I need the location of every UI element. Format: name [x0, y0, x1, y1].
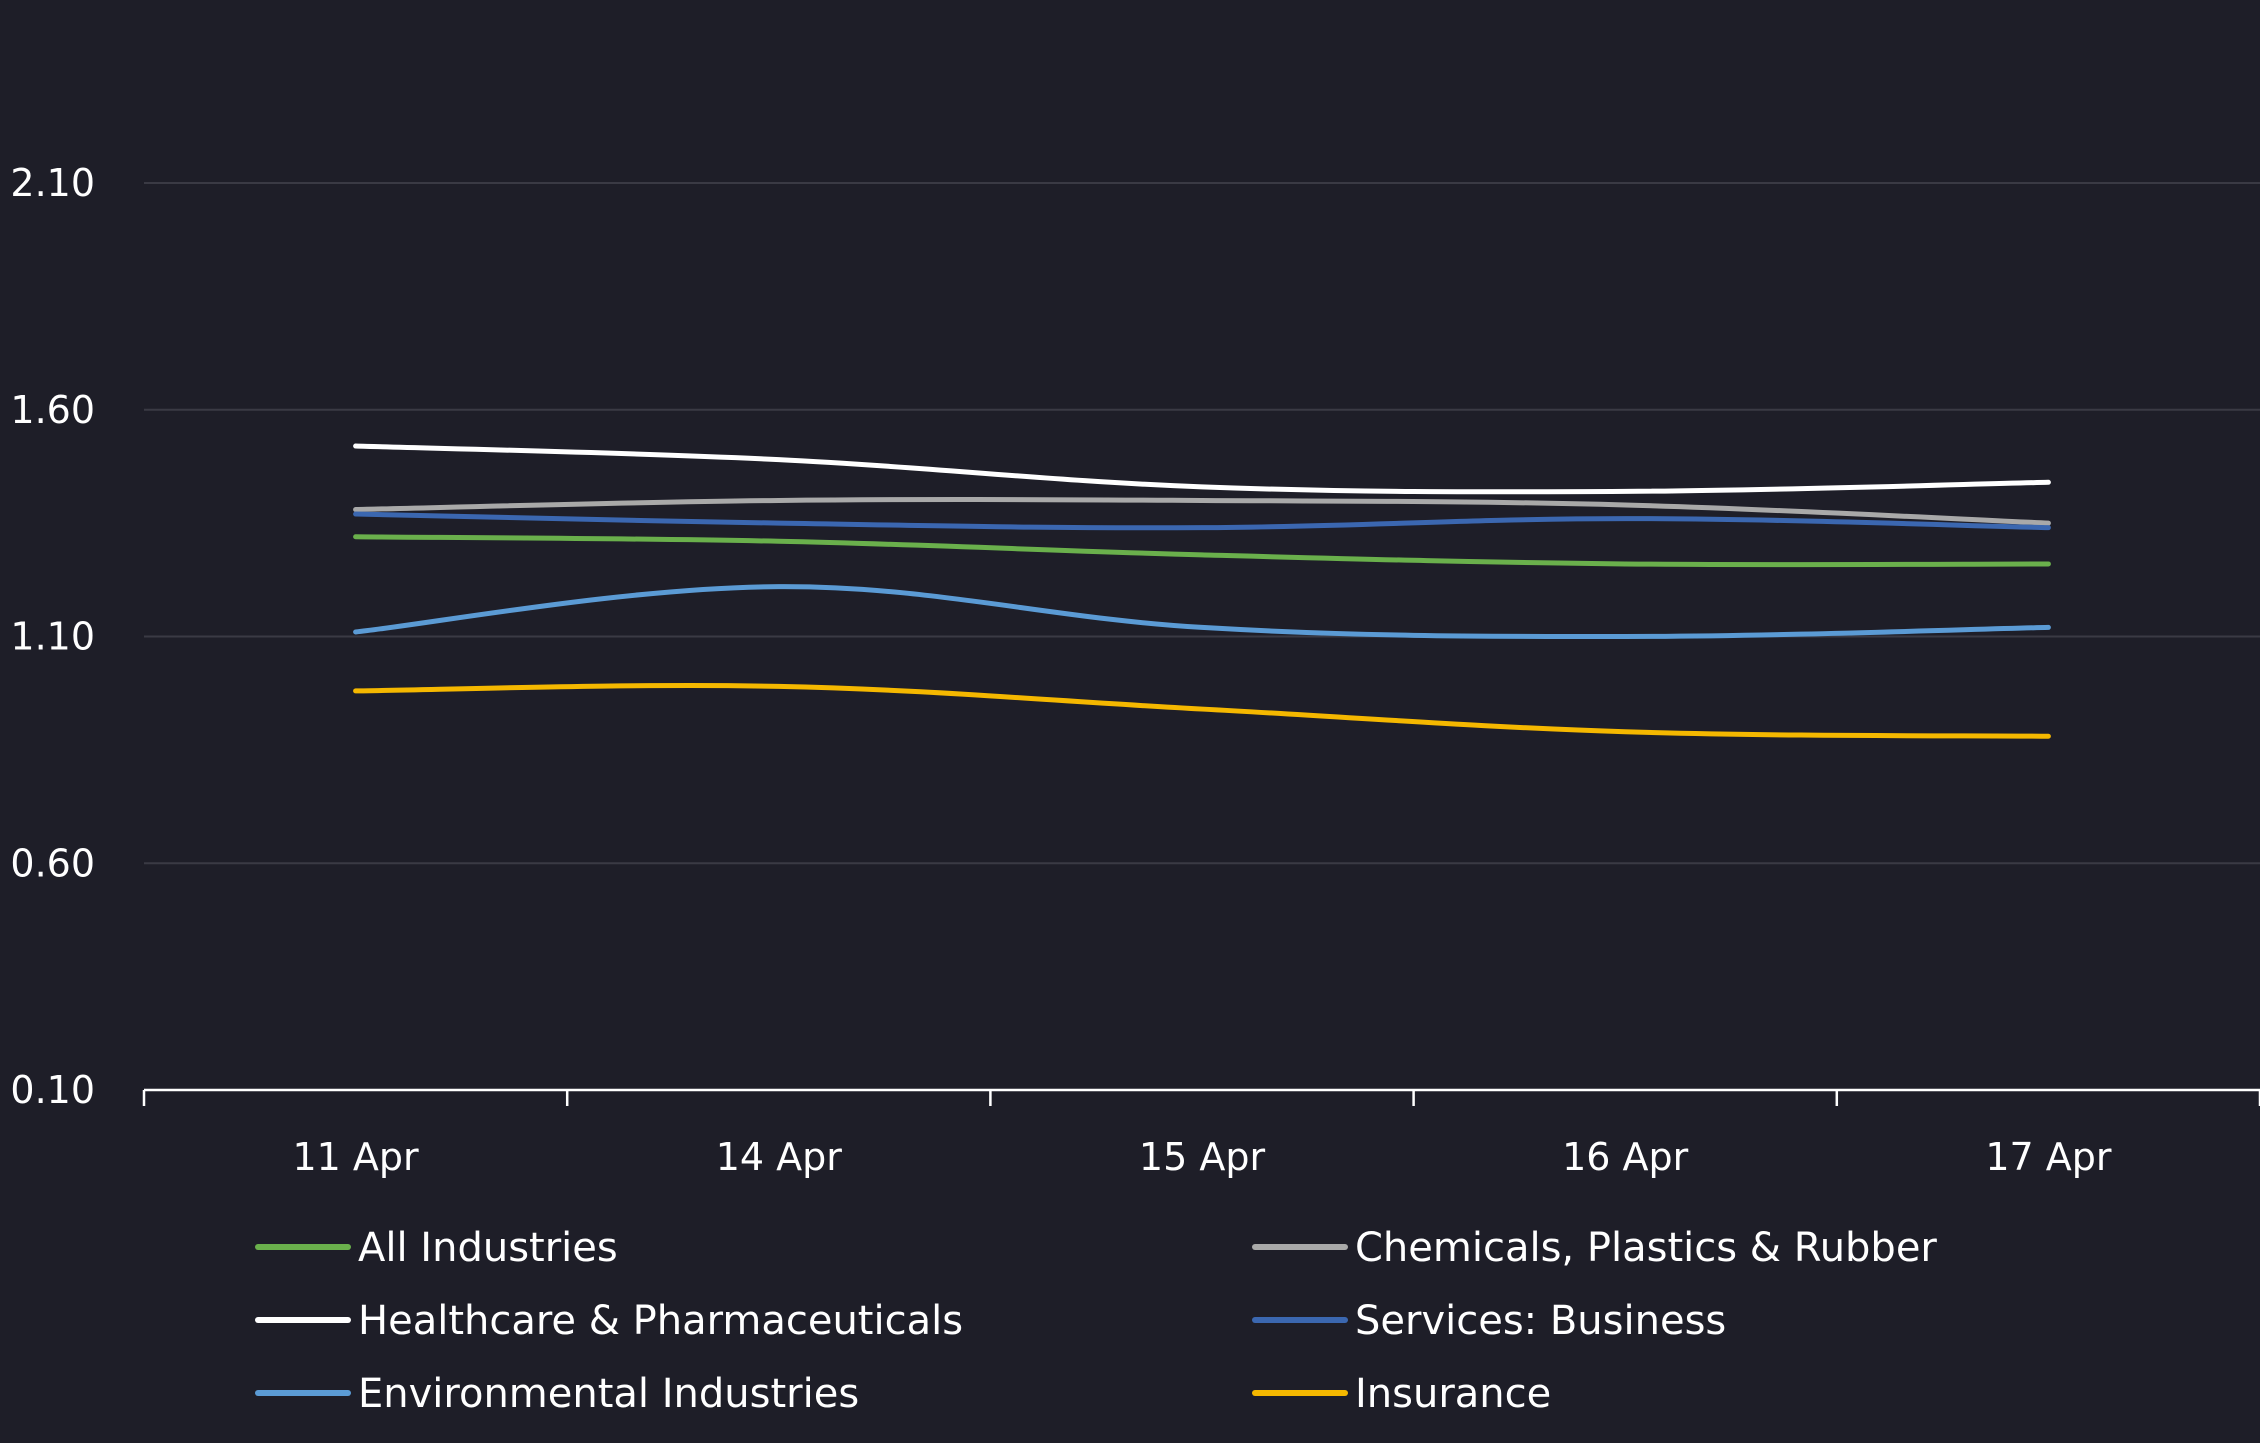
- x-tick-label: 15 Apr: [1139, 1135, 1266, 1179]
- series-line-all-industries: [353, 534, 2051, 568]
- y-axis: 0.10 0.60 1.10 1.60 2.10: [10, 161, 95, 1112]
- legend-item-all-industries[interactable]: All Industries: [255, 1225, 618, 1271]
- y-tick-label: 0.10: [10, 1068, 95, 1112]
- legend: All Industries Chemicals, Plastics & Rubb…: [255, 1225, 1937, 1417]
- y-tick-label: 0.60: [10, 841, 95, 885]
- x-tick-label: 16 Apr: [1562, 1135, 1689, 1179]
- x-tick-label: 17 Apr: [1985, 1135, 2112, 1179]
- legend-item-services-business[interactable]: Services: Business: [1252, 1298, 1726, 1344]
- series-line-insurance: [353, 683, 2051, 739]
- x-tick-label: 14 Apr: [716, 1135, 843, 1179]
- legend-label: Chemicals, Plastics & Rubber: [1355, 1225, 1937, 1271]
- legend-item-insurance[interactable]: Insurance: [1252, 1371, 1551, 1417]
- legend-label: Services: Business: [1355, 1298, 1726, 1344]
- y-tick-label: 2.10: [10, 161, 95, 205]
- series-lines: [353, 443, 2051, 739]
- series-line-chemicals-plastics-rubber: [353, 497, 2051, 526]
- y-tick-label: 1.10: [10, 615, 95, 659]
- y-tick-label: 1.60: [10, 388, 95, 432]
- series-line-environmental-industries: [353, 584, 2051, 639]
- legend-item-environmental-industries[interactable]: Environmental Industries: [255, 1371, 859, 1417]
- legend-item-chemicals-plastics-rubber[interactable]: Chemicals, Plastics & Rubber: [1252, 1225, 1937, 1271]
- x-tick-label: 11 Apr: [293, 1135, 420, 1179]
- legend-item-healthcare-pharmaceuticals[interactable]: Healthcare & Pharmaceuticals: [255, 1298, 963, 1344]
- gridlines: [144, 182, 2260, 865]
- legend-label: Insurance: [1355, 1371, 1551, 1417]
- legend-label: Environmental Industries: [358, 1371, 859, 1417]
- series-line-services-business: [353, 511, 2051, 531]
- x-axis: 11 Apr 14 Apr 15 Apr 16 Apr 17 Apr: [142, 1088, 2260, 1179]
- legend-label: Healthcare & Pharmaceuticals: [358, 1298, 963, 1344]
- legend-label: All Industries: [358, 1225, 618, 1271]
- series-line-healthcare-pharmaceuticals: [353, 443, 2051, 495]
